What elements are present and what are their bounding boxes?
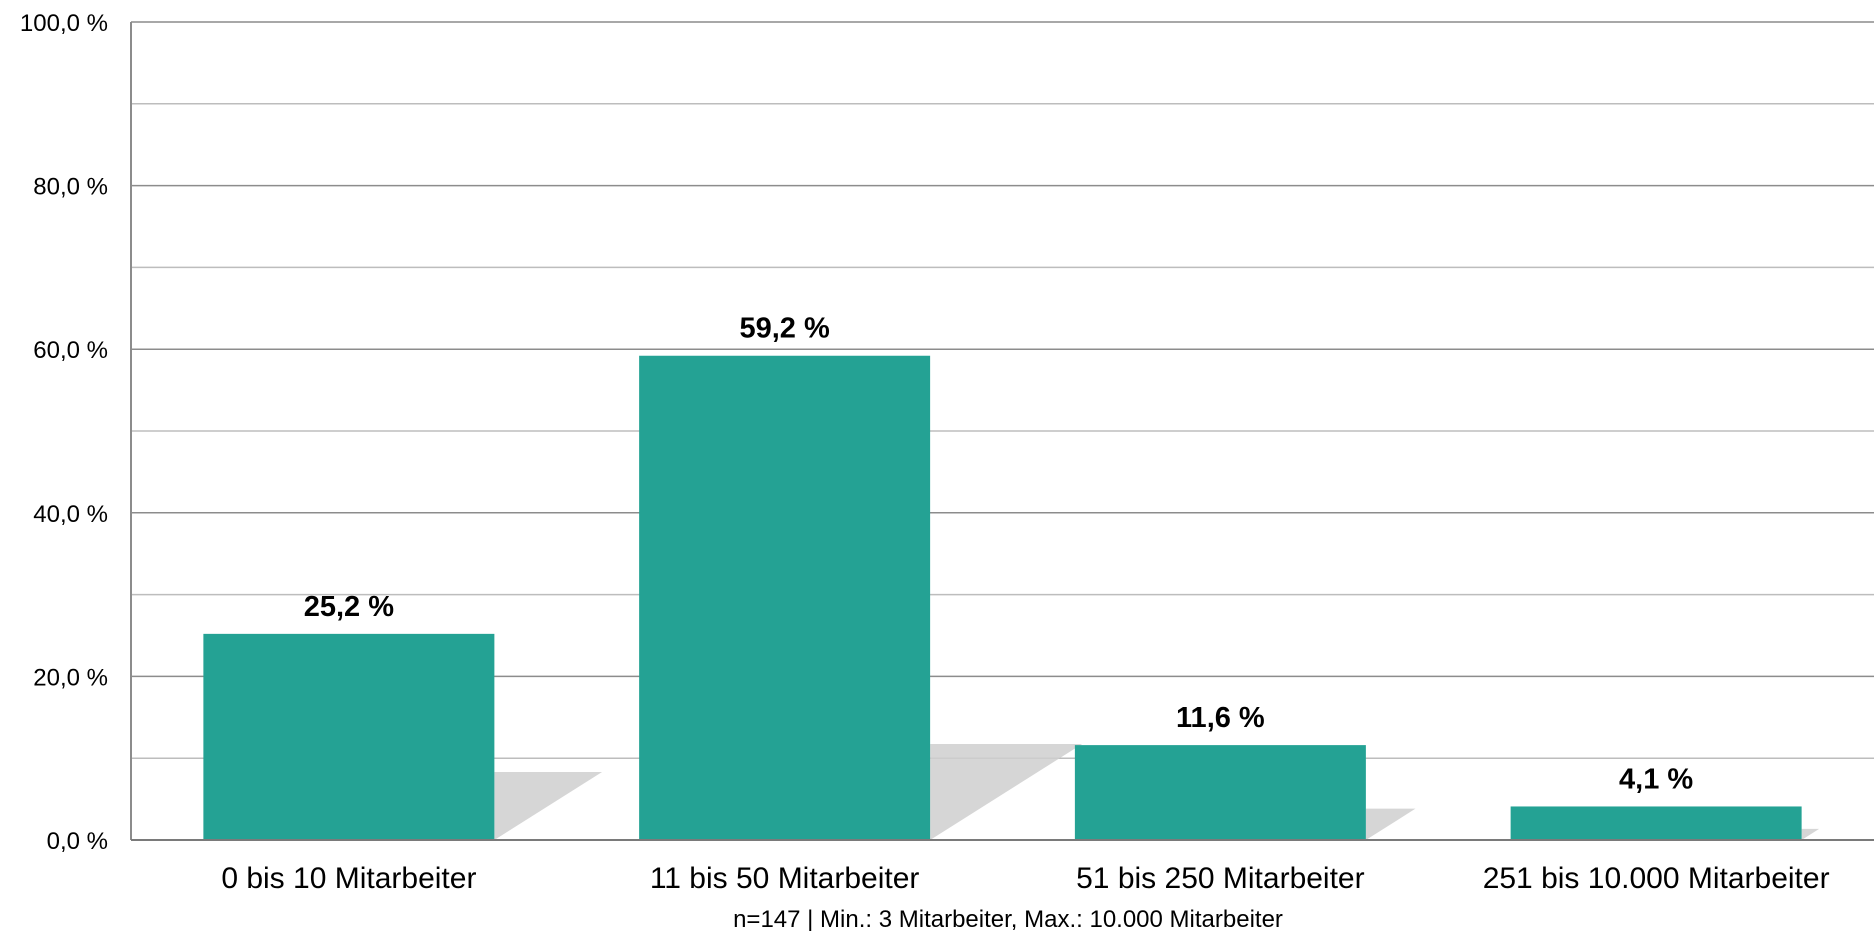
y-tick-label: 100,0 % bbox=[20, 10, 108, 37]
data-label: 25,2 % bbox=[304, 591, 394, 623]
data-label: 59,2 % bbox=[739, 313, 829, 345]
y-tick-labels: 0,0 % 20,0 % 40,0 % 60,0 % 80,0 % 100,0 % bbox=[20, 10, 108, 855]
x-category-label: 0 bis 10 Mitarbeiter bbox=[221, 862, 476, 895]
data-label: 4,1 % bbox=[1619, 763, 1693, 795]
data-label: 11,6 % bbox=[1176, 702, 1265, 734]
y-tick-label: 60,0 % bbox=[33, 337, 108, 364]
bar bbox=[639, 355, 931, 840]
bar-shadows bbox=[494, 744, 1820, 840]
y-tick-label: 80,0 % bbox=[33, 174, 108, 201]
bars bbox=[203, 355, 1802, 840]
x-category-label: 51 bis 250 Mitarbeiter bbox=[1076, 862, 1365, 895]
x-category-labels: 0 bis 10 Mitarbeiter 11 bis 50 Mitarbeite… bbox=[221, 862, 1829, 895]
x-category-label: 251 bis 10.000 Mitarbeiter bbox=[1483, 862, 1830, 895]
bar bbox=[203, 633, 495, 840]
y-tick-label: 20,0 % bbox=[33, 664, 108, 691]
bar-shadow bbox=[494, 771, 603, 840]
x-category-label: 11 bis 50 Mitarbeiter bbox=[650, 862, 920, 895]
bar bbox=[1510, 806, 1802, 840]
sample-note: n=147 | Min.: 3 Mitarbeiter, Max.: 10.00… bbox=[733, 906, 1283, 931]
axes bbox=[130, 22, 1874, 841]
bar bbox=[1074, 745, 1366, 840]
y-tick-label: 40,0 % bbox=[33, 501, 108, 528]
bar-shadow bbox=[1801, 828, 1820, 840]
y-tick-label: 0,0 % bbox=[47, 828, 108, 855]
bar-shadow bbox=[1365, 808, 1416, 840]
bar-shadow bbox=[930, 744, 1083, 840]
data-labels: 25,2 % 59,2 % 11,6 % 4,1 % bbox=[304, 313, 1694, 796]
